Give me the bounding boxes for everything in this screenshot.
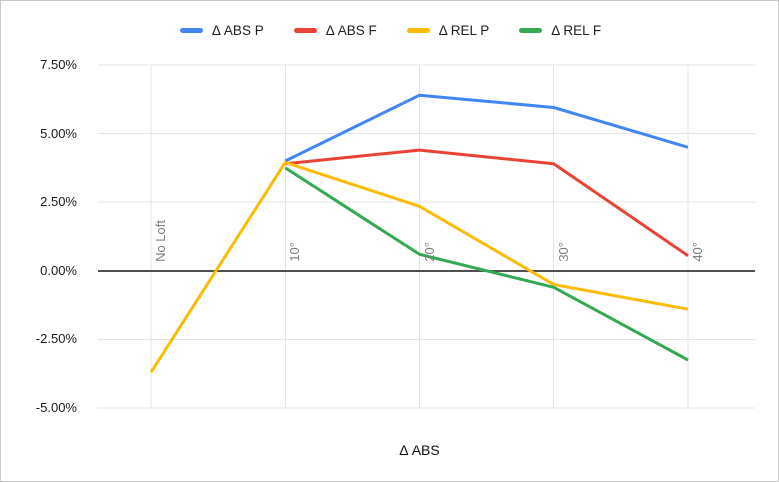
series-line [285, 148, 689, 257]
legend-item[interactable]: Δ REL F [519, 23, 601, 38]
x-axis-category-label: 10° [287, 242, 303, 262]
y-axis-tick-label: -5.00% [35, 400, 77, 415]
y-axis-tick-label: 2.50% [40, 194, 77, 210]
legend-swatch-icon [179, 27, 203, 33]
x-axis-category-label: No Loft [153, 219, 168, 262]
chart-legend: Δ ABS P Δ ABS F Δ REL P Δ REL F [1, 19, 778, 41]
legend-label: Δ ABS P [211, 22, 264, 38]
x-axis-category-label: 20° [421, 242, 437, 262]
legend-item[interactable]: Δ REL P [406, 22, 490, 38]
legend-swatch-icon [519, 27, 543, 33]
x-axis-title: Δ ABS [399, 442, 440, 458]
legend-label: Δ REL F [551, 22, 602, 38]
x-axis-category-label: 30° [555, 242, 571, 262]
y-axis-tick-label: 7.50% [40, 57, 77, 72]
legend-item[interactable]: Δ ABS P [179, 22, 264, 38]
legend-swatch-icon [293, 27, 317, 33]
y-axis-tick-label: -2.50% [35, 331, 77, 347]
y-axis-tick-label: 5.00% [40, 125, 77, 141]
y-axis-tick-label: 0.00% [40, 262, 77, 278]
legend-item[interactable]: Δ ABS F [293, 22, 377, 38]
x-axis-category-label: 40° [690, 242, 705, 262]
legend-label: Δ REL P [438, 22, 490, 38]
series-line [284, 93, 689, 163]
legend-swatch-icon [406, 27, 430, 33]
series-line [284, 166, 689, 362]
legend-label: Δ ABS F [325, 22, 377, 38]
series-line [149, 160, 689, 374]
